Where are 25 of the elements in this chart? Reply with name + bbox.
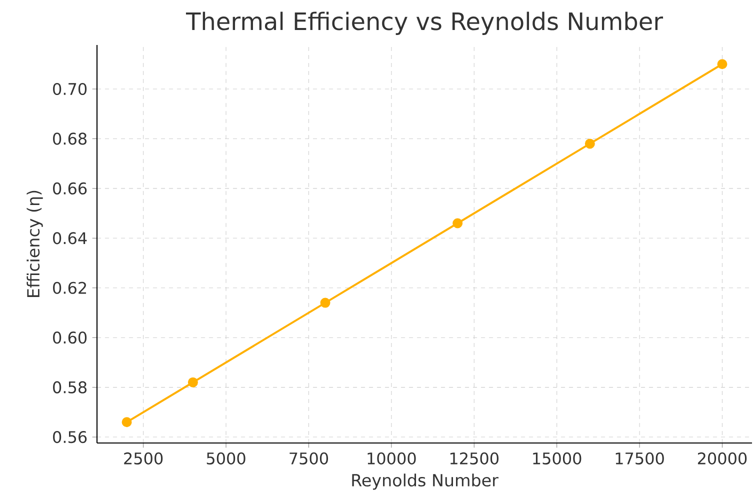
point [122,417,132,428]
y-tick-label: 0.64 [53,232,87,244]
point [717,59,728,70]
x-tick-label: 7500 [290,452,328,464]
y-tick-label: 0.68 [53,132,87,145]
y-tick-label: 0.58 [53,381,87,394]
y-tick-label: 0.62 [53,282,86,294]
x-tick-label: 17500 [616,452,664,464]
x-axis-title: Reynolds Number [352,474,498,490]
x-tick-label: 20000 [698,452,747,464]
y-axis-title: Efficiency (η) [26,190,43,297]
x-tick-label: 5000 [206,452,246,464]
y-tick-label: 0.60 [53,332,87,344]
x-tick-label: 15000 [533,452,582,464]
point [452,218,463,228]
point [584,138,595,149]
x-tick-label: 2500 [124,452,163,464]
y-tick-label: 0.56 [53,430,87,444]
y-tick-label: 0.70 [53,82,87,96]
point [188,377,198,388]
y-tick-label: 0.66 [53,182,87,194]
x-tick-label: 10000 [368,452,416,464]
chart-title: Thermal Efficiency vs Reynolds Number [186,12,664,35]
x-tick-label: 12500 [450,452,498,464]
point [320,298,330,308]
